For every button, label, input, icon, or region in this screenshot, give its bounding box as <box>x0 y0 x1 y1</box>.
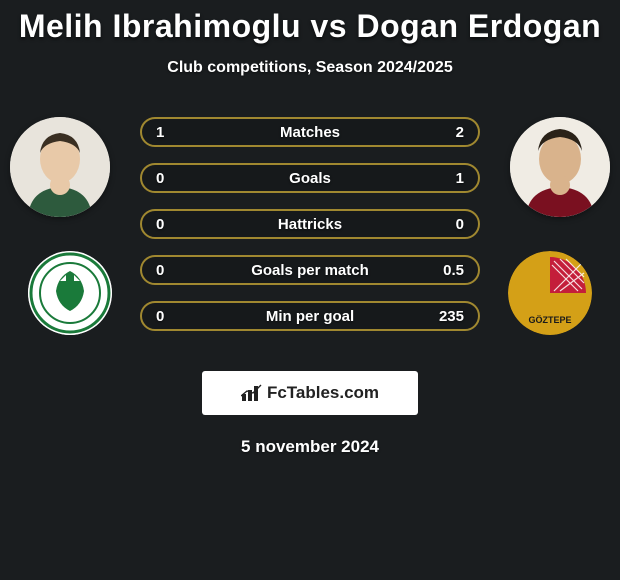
branding-text: FcTables.com <box>267 383 379 403</box>
branding-badge: FcTables.com <box>202 371 418 415</box>
stat-label: Matches <box>142 124 478 141</box>
player-left-avatar <box>10 117 110 217</box>
stat-right-value: 2 <box>434 124 464 141</box>
club-right-icon: GÖZTEPE <box>508 251 592 335</box>
comparison-card: Melih Ibrahimoglu vs Dogan Erdogan Club … <box>0 0 620 457</box>
stat-label: Hattricks <box>142 216 478 233</box>
stats-area: GÖZTEPE 1 Matches 2 0 Goals 1 0 Hattrick… <box>0 117 620 357</box>
page-title: Melih Ibrahimoglu vs Dogan Erdogan <box>0 8 620 45</box>
stat-label: Goals <box>142 170 478 187</box>
stat-row: 0 Goals per match 0.5 <box>140 255 480 285</box>
date-text: 5 november 2024 <box>0 437 620 457</box>
player-left-icon <box>10 117 110 217</box>
stat-right-value: 1 <box>434 170 464 187</box>
stat-row: 0 Goals 1 <box>140 163 480 193</box>
stat-row: 0 Hattricks 0 <box>140 209 480 239</box>
player-right-icon <box>510 117 610 217</box>
stat-right-value: 0.5 <box>434 262 464 279</box>
club-right-badge: GÖZTEPE <box>508 251 592 335</box>
club-left-icon <box>28 251 112 335</box>
stat-row: 0 Min per goal 235 <box>140 301 480 331</box>
player-right-avatar <box>510 117 610 217</box>
stat-rows: 1 Matches 2 0 Goals 1 0 Hattricks 0 0 Go… <box>140 117 480 347</box>
stat-right-value: 235 <box>434 308 464 325</box>
subtitle: Club competitions, Season 2024/2025 <box>0 59 620 77</box>
stat-label: Min per goal <box>142 308 478 325</box>
club-right-label: GÖZTEPE <box>528 315 571 325</box>
stat-row: 1 Matches 2 <box>140 117 480 147</box>
club-left-badge <box>28 251 112 335</box>
stat-label: Goals per match <box>142 262 478 279</box>
bar-chart-icon <box>241 384 263 402</box>
stat-right-value: 0 <box>434 216 464 233</box>
